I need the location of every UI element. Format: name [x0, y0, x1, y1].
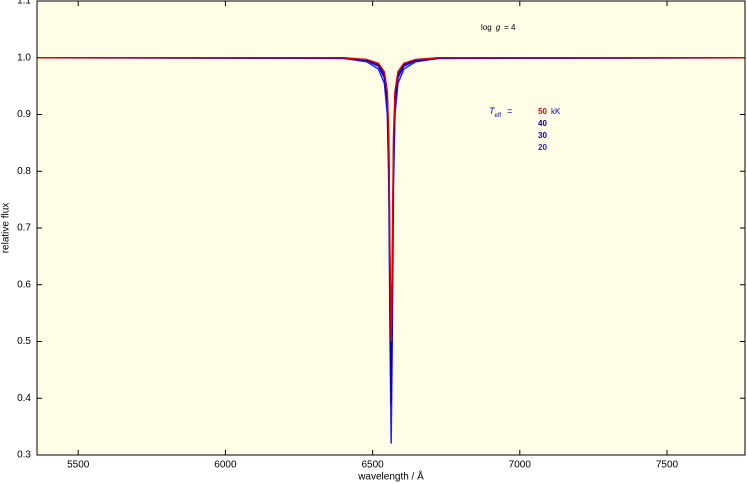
legend-entry: 50 [538, 107, 547, 116]
data-line [36, 57, 746, 444]
annotation-part: log [481, 23, 492, 32]
x-tick-label: 7000 [509, 460, 532, 471]
y-tick-label: 0.7 [17, 223, 31, 234]
x-tick-label: 6000 [214, 460, 237, 471]
plot-frame [36, 0, 746, 456]
y-tick-label: 0.8 [17, 166, 31, 177]
annotation-part: g [496, 23, 501, 32]
y-tick-label: 0.6 [17, 279, 31, 290]
x-tick-label: 6500 [361, 460, 384, 471]
x-axis-label: wavelength / Å [357, 470, 424, 483]
y-tick-label: 0.3 [17, 450, 31, 461]
legend-title: Teff = [489, 106, 512, 118]
y-tick-label: 0.4 [17, 393, 31, 404]
legend-title-part: eff [495, 113, 502, 119]
y-tick-label: 0.5 [17, 336, 31, 347]
annotation-part: = 4 [504, 23, 516, 32]
y-tick-label: 0.9 [17, 109, 31, 120]
y-tick-label: 1.0 [17, 52, 31, 63]
data-line [36, 57, 746, 404]
data-line [37, 57, 745, 370]
x-tick-label: 5500 [67, 460, 90, 471]
legend-entry: 30 [538, 131, 547, 140]
legend-title-part: = [507, 106, 512, 116]
legend-unit: kK [551, 107, 561, 116]
y-tick-label: 1.1 [17, 0, 31, 7]
legend-entry: 40 [538, 119, 547, 128]
annotation: log g = 4 [481, 23, 516, 32]
x-tick-label: 7500 [656, 460, 679, 471]
y-axis-label: relative flux [1, 203, 12, 254]
data-line [37, 57, 745, 342]
legend-title-part: T [489, 106, 496, 116]
legend-entry: 20 [538, 143, 547, 152]
